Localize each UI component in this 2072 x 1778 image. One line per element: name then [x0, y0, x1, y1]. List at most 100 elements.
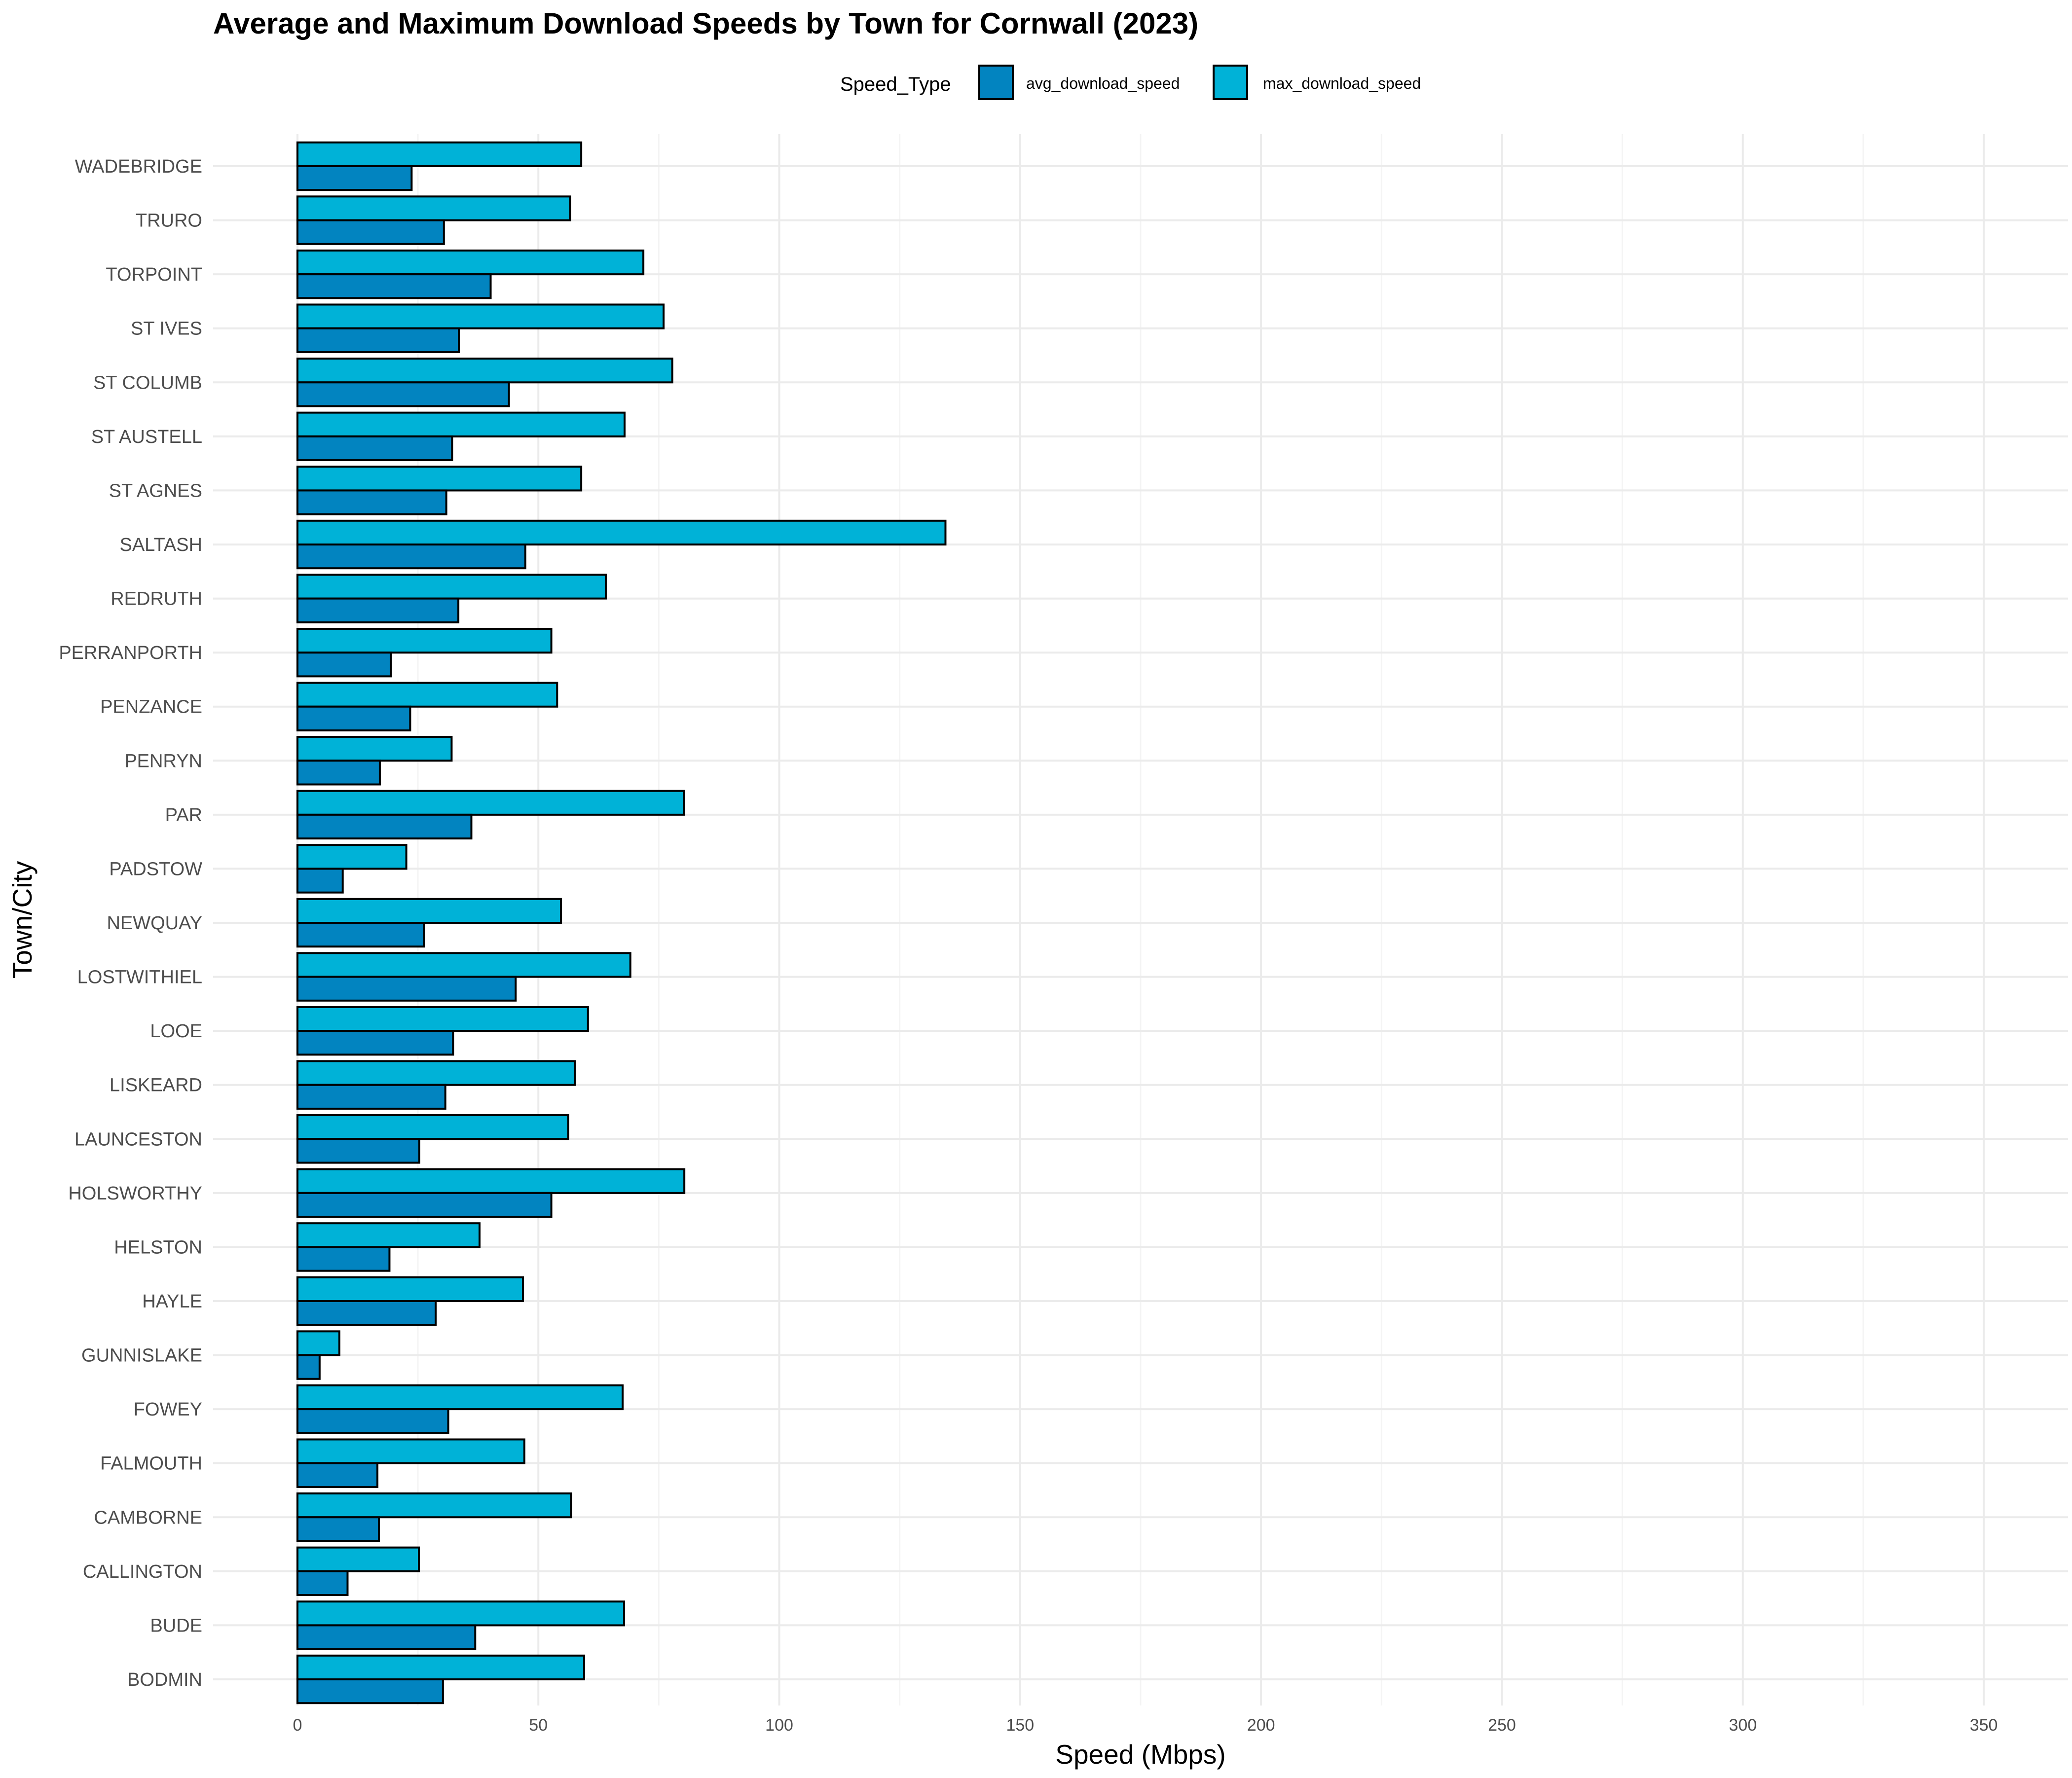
bar-avg-perranporth	[296, 652, 392, 678]
bar-max-launceston	[296, 1114, 569, 1140]
y-tick-label: PAR	[165, 805, 202, 826]
bar-max-penryn	[296, 736, 453, 762]
y-tick-label: PERRANPORTH	[59, 643, 202, 663]
bar-max-hayle	[296, 1276, 524, 1303]
y-tick-label: GUNNISLAKE	[81, 1345, 202, 1366]
bar-avg-st-austell	[296, 435, 453, 462]
bar-max-callington	[296, 1546, 420, 1572]
bar-max-falmouth	[296, 1438, 525, 1464]
legend: Speed_Type avg_download_speed max_downlo…	[840, 65, 1421, 100]
bar-max-fowey	[296, 1384, 624, 1411]
bar-avg-liskeard	[296, 1084, 446, 1110]
bar-max-saltash	[296, 519, 947, 546]
bar-avg-looe	[296, 1030, 454, 1056]
x-tick-label: 250	[1488, 1716, 1516, 1735]
x-tick-label: 0	[293, 1716, 302, 1735]
x-tick-label: 150	[1006, 1716, 1034, 1735]
bar-max-st-austell	[296, 411, 626, 437]
y-tick-label: CALLINGTON	[83, 1561, 202, 1582]
bar-max-lostwithiel	[296, 952, 631, 978]
y-tick-label: PENZANCE	[100, 697, 202, 718]
bar-max-bodmin	[296, 1654, 585, 1681]
bar-max-torpoint	[296, 249, 645, 276]
y-tick-label: TRURO	[136, 211, 202, 231]
y-tick-label: WADEBRIDGE	[75, 156, 202, 177]
bar-max-newquay	[296, 898, 562, 924]
x-axis-label: Speed (Mbps)	[1055, 1739, 1225, 1770]
y-tick-label: HELSTON	[114, 1237, 202, 1258]
y-tick-label: LOOE	[150, 1021, 202, 1042]
bar-max-st-columb	[296, 358, 673, 384]
x-tick-label: 200	[1247, 1716, 1275, 1735]
bar-max-penzance	[296, 682, 558, 708]
legend-title: Speed_Type	[840, 73, 951, 95]
bar-avg-saltash	[296, 544, 526, 570]
bar-avg-penryn	[296, 760, 381, 786]
y-tick-label: CAMBORNE	[94, 1507, 202, 1528]
bar-max-redruth	[296, 574, 607, 600]
legend-label-avg: avg_download_speed	[1026, 74, 1180, 92]
bar-avg-holsworthy	[296, 1192, 553, 1218]
bar-avg-bodmin	[296, 1678, 444, 1705]
bar-avg-lostwithiel	[296, 976, 517, 1002]
bars	[296, 141, 947, 1705]
bar-avg-gunnislake	[296, 1354, 321, 1380]
bar-avg-helston	[296, 1246, 391, 1272]
y-tick-label: ST AGNES	[109, 480, 202, 501]
y-tick-label: BODMIN	[127, 1669, 202, 1690]
x-tick-label: 350	[1970, 1716, 1998, 1735]
y-tick-label: LOSTWITHIEL	[77, 967, 202, 988]
bar-max-camborne	[296, 1492, 572, 1519]
bar-avg-bude	[296, 1624, 477, 1650]
y-tick-label: LISKEARD	[110, 1075, 202, 1096]
y-tick-label: TORPOINT	[106, 264, 202, 285]
x-tick-label: 50	[529, 1716, 548, 1735]
bar-avg-st-columb	[296, 381, 510, 407]
bar-avg-st-agnes	[296, 489, 447, 515]
bar-max-holsworthy	[296, 1168, 686, 1194]
bar-avg-newquay	[296, 922, 425, 948]
bar-max-perranporth	[296, 627, 553, 654]
bar-avg-wadebridge	[296, 165, 413, 191]
y-tick-label: LAUNCESTON	[74, 1129, 202, 1150]
bar-avg-torpoint	[296, 273, 492, 299]
bar-max-looe	[296, 1006, 589, 1032]
bar-max-gunnislake	[296, 1330, 340, 1356]
chart-title: Average and Maximum Download Speeds by T…	[213, 7, 1198, 40]
y-tick-label: BUDE	[150, 1615, 202, 1636]
bar-avg-launceston	[296, 1138, 420, 1164]
bar-avg-fowey	[296, 1408, 449, 1434]
bar-avg-redruth	[296, 597, 460, 623]
y-tick-label: PENRYN	[124, 751, 202, 771]
bar-avg-par	[296, 813, 473, 840]
legend-swatch-max	[1213, 65, 1248, 100]
y-tick-label: PADSTOW	[109, 859, 202, 879]
y-tick-label: REDRUTH	[111, 589, 202, 610]
y-tick-label: ST COLUMB	[93, 372, 202, 393]
bar-max-truro	[296, 195, 571, 221]
bar-avg-callington	[296, 1570, 349, 1597]
bar-max-wadebridge	[296, 141, 583, 168]
x-tick-label: 100	[765, 1716, 793, 1735]
y-tick-label: FOWEY	[134, 1399, 202, 1420]
bar-max-helston	[296, 1222, 481, 1248]
bar-max-par	[296, 790, 685, 816]
bar-avg-camborne	[296, 1516, 380, 1542]
legend-label-max: max_download_speed	[1263, 74, 1421, 92]
bar-avg-penzance	[296, 705, 411, 731]
bar-avg-hayle	[296, 1300, 437, 1326]
grid-lines	[213, 134, 2068, 1705]
y-tick-label: SALTASH	[119, 535, 202, 555]
y-tick-label: HOLSWORTHY	[68, 1183, 202, 1204]
bar-max-st-ives	[296, 303, 665, 329]
legend-swatch-avg	[978, 65, 1014, 100]
y-axis-label: Town/City	[7, 861, 37, 979]
bar-avg-st-ives	[296, 327, 460, 353]
y-tick-label: HAYLE	[142, 1291, 202, 1312]
bar-avg-truro	[296, 219, 445, 245]
bar-avg-padstow	[296, 868, 344, 894]
x-tick-label: 300	[1729, 1716, 1757, 1735]
y-tick-label: ST IVES	[131, 319, 202, 339]
